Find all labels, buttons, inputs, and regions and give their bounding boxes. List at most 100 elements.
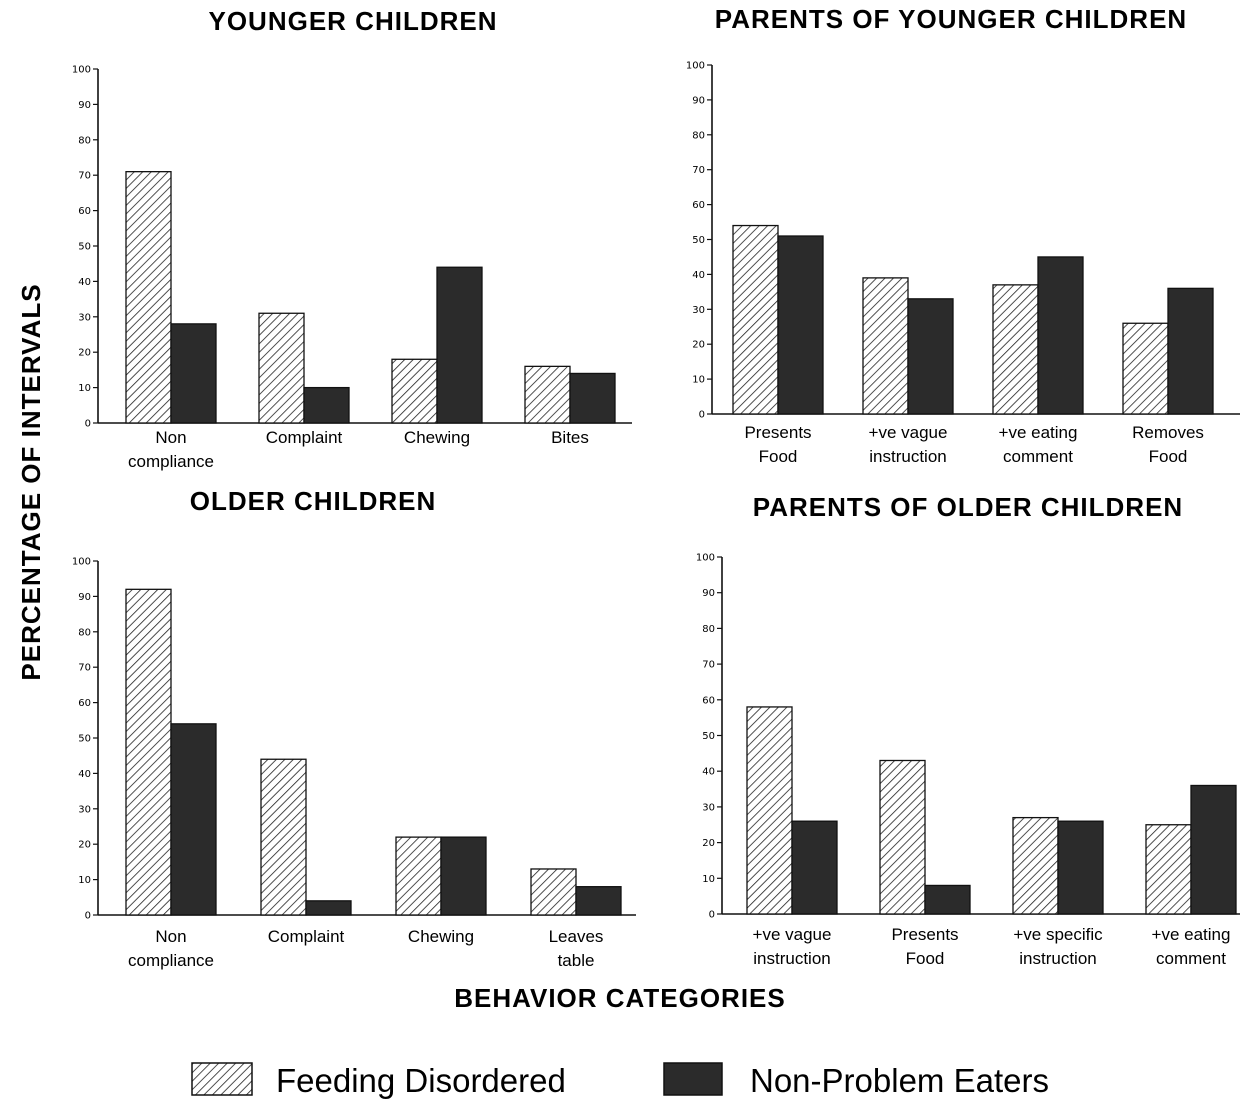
bar-feeding-disordered [391, 358, 438, 424]
y-tick-label: 0 [85, 419, 91, 430]
category-label: Removes [1132, 423, 1204, 442]
category-label: Complaint [268, 927, 345, 946]
bar-non-problem-eaters [569, 372, 616, 424]
category-label: instruction [869, 447, 946, 466]
chart-title: OLDER CHILDREN [190, 486, 437, 516]
y-tick-label: 20 [702, 838, 715, 849]
y-tick-label: 70 [78, 663, 91, 674]
y-tick-label: 70 [692, 165, 705, 176]
x-axis-title: BEHAVIOR CATEGORIES [454, 983, 786, 1013]
y-tick-label: 100 [696, 553, 715, 564]
y-tick-label: 10 [78, 383, 91, 394]
bar-feeding-disordered [1145, 824, 1192, 915]
bar-feeding-disordered [260, 758, 307, 916]
y-axis-title: PERCENTAGE OF INTERVALS [16, 283, 46, 680]
category-label: Food [759, 447, 798, 466]
y-tick-label: 90 [78, 592, 91, 603]
category-label: Leaves [549, 927, 604, 946]
bar-feeding-disordered [395, 836, 442, 916]
bar-feeding-disordered [732, 224, 779, 415]
category-label: +ve eating [999, 423, 1078, 442]
bar-non-problem-eaters [440, 836, 487, 916]
category-label: compliance [128, 951, 214, 970]
chart-title: PARENTS OF OLDER CHILDREN [753, 492, 1183, 522]
y-tick-label: 0 [709, 910, 715, 921]
category-label: +ve specific [1013, 925, 1103, 944]
bar-non-problem-eaters [924, 884, 971, 915]
category-label: +ve eating [1152, 925, 1231, 944]
bar-non-problem-eaters [907, 298, 954, 415]
bar-non-problem-eaters [170, 723, 217, 916]
y-tick-label: 60 [692, 200, 705, 211]
bar-feeding-disordered [879, 759, 926, 915]
bar-non-problem-eaters [791, 820, 838, 915]
y-tick-label: 20 [78, 840, 91, 851]
y-tick-label: 90 [702, 588, 715, 599]
category-label: +ve vague [753, 925, 832, 944]
bar-feeding-disordered [125, 588, 172, 916]
y-tick-label: 40 [692, 270, 705, 281]
legend-swatch-feeding-disordered [191, 1062, 253, 1096]
chart-panel-3: OLDER CHILDREN 0 10 20 30 40 50 60 70 80 90 100 Non c… [72, 486, 636, 970]
y-tick-label: 30 [702, 802, 715, 813]
category-label: comment [1003, 447, 1073, 466]
chart-panel-1: YOUNGER CHILDREN 0 10 20 30 40 50 60 70 80 90 100 No… [72, 6, 632, 471]
chart-panel-4: PARENTS OF OLDER CHILDREN 0 10 20 30 40 50 60 70… [696, 492, 1240, 968]
y-tick-label: 70 [702, 660, 715, 671]
bar-feeding-disordered [125, 171, 172, 424]
y-tick-label: 10 [702, 874, 715, 885]
category-label: Complaint [266, 428, 343, 447]
y-tick-label: 40 [702, 767, 715, 778]
y-tick-label: 50 [78, 242, 91, 253]
legend: Feeding Disordered Non-Problem Eaters [191, 1062, 1049, 1099]
category-label: instruction [753, 949, 830, 968]
y-tick-label: 100 [72, 557, 91, 568]
legend-label-non-problem-eaters: Non-Problem Eaters [750, 1062, 1049, 1099]
bar-non-problem-eaters [575, 886, 622, 916]
bar-non-problem-eaters [1167, 287, 1214, 415]
legend-label-feeding-disordered: Feeding Disordered [276, 1062, 566, 1099]
y-tick-label: 0 [699, 410, 705, 421]
category-label: Food [906, 949, 945, 968]
y-tick-label: 60 [702, 695, 715, 706]
bar-feeding-disordered [524, 365, 571, 424]
category-label: Chewing [404, 428, 470, 447]
y-tick-label: 90 [78, 100, 91, 111]
bar-non-problem-eaters [436, 266, 483, 424]
category-label: Bites [551, 428, 589, 447]
category-label: Chewing [408, 927, 474, 946]
bar-non-problem-eaters [170, 323, 217, 424]
y-tick-label: 60 [78, 698, 91, 709]
category-label: Non [155, 927, 186, 946]
category-label: Presents [744, 423, 811, 442]
y-tick-label: 80 [702, 624, 715, 635]
y-tick-label: 90 [692, 95, 705, 106]
y-tick-label: 50 [692, 235, 705, 246]
y-tick-label: 10 [78, 875, 91, 886]
bar-non-problem-eaters [1057, 820, 1104, 915]
y-tick-label: 80 [78, 135, 91, 146]
bar-feeding-disordered [992, 284, 1039, 415]
bar-feeding-disordered [530, 868, 577, 916]
y-tick-label: 30 [692, 305, 705, 316]
bar-feeding-disordered [746, 706, 793, 915]
bar-non-problem-eaters [777, 235, 824, 415]
chart-title: PARENTS OF YOUNGER CHILDREN [715, 4, 1187, 34]
bar-non-problem-eaters [1190, 784, 1237, 915]
y-tick-label: 60 [78, 206, 91, 217]
category-label: +ve vague [869, 423, 948, 442]
bar-non-problem-eaters [303, 386, 350, 424]
bar-feeding-disordered [1012, 816, 1059, 915]
y-tick-label: 70 [78, 171, 91, 182]
y-tick-label: 30 [78, 312, 91, 323]
bar-non-problem-eaters [305, 900, 352, 916]
y-tick-label: 40 [78, 769, 91, 780]
category-label: Non [155, 428, 186, 447]
y-tick-label: 40 [78, 277, 91, 288]
category-label: table [558, 951, 595, 970]
y-tick-label: 100 [72, 65, 91, 76]
y-tick-label: 50 [78, 734, 91, 745]
y-tick-label: 20 [692, 340, 705, 351]
y-tick-label: 100 [686, 61, 705, 72]
